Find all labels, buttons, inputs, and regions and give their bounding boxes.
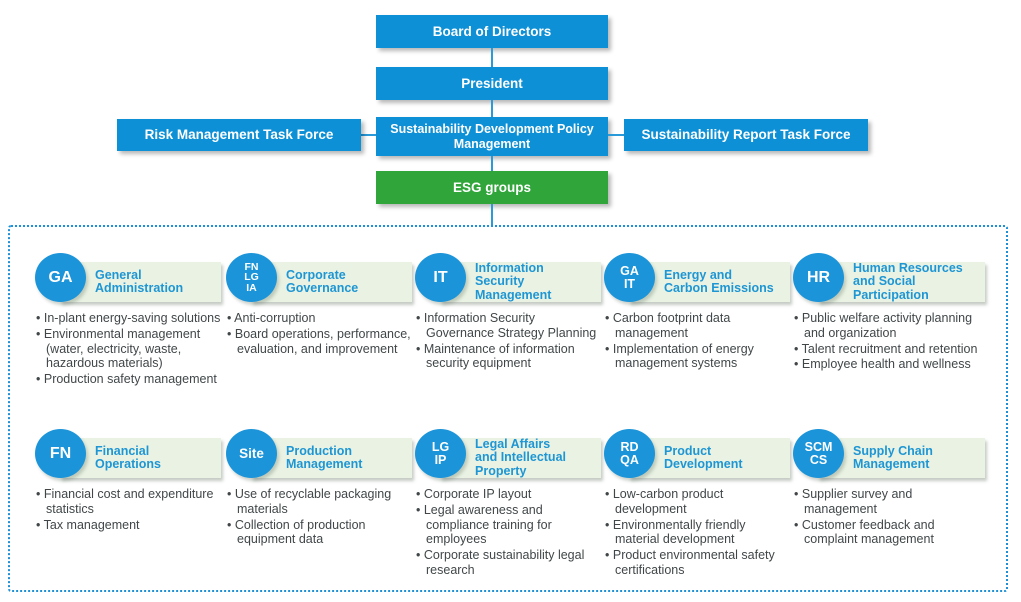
- esg-group-card-energy-carbon-emissions: GA IT Energy and Carbon Emissions Carbon…: [604, 253, 790, 372]
- dept-abbr-badge: HR: [793, 253, 844, 302]
- esg-group-card-corporate-governance: FN LG IA Corporate Governance Anti-corru…: [226, 253, 412, 357]
- esg-group-card-general-administration: GA General Administration In-plant energ…: [35, 253, 221, 388]
- bullet-item: Corporate IP layout: [416, 487, 601, 502]
- connector-policy-esg: [491, 156, 493, 171]
- dept-abbr-badge: FN: [35, 429, 86, 478]
- card-header-band: [440, 438, 601, 478]
- card-header-band: [818, 438, 985, 478]
- group-bullet-list: Public welfare activity planning and org…: [794, 311, 985, 372]
- esg-group-card-human-resources: HR Human Resources and Social Participat…: [793, 253, 985, 373]
- sustainability-policy-box: Sustainability Development Policy Manage…: [376, 117, 608, 156]
- card-header-band: [60, 438, 221, 478]
- connector-president-policy: [491, 100, 493, 117]
- group-bullet-list: Information Security Governance Strategy…: [416, 311, 601, 371]
- dept-abbr-badge: GA IT: [604, 253, 655, 302]
- dept-abbr-badge: IT: [415, 253, 466, 302]
- group-bullet-list: Use of recyclable packaging materials Co…: [227, 487, 412, 547]
- esg-groups-box: ESG groups: [376, 171, 608, 204]
- bullet-item: Environmentally friendly material develo…: [605, 518, 790, 548]
- group-title: Supply Chain Management: [853, 443, 933, 471]
- group-title: General Administration: [95, 267, 184, 295]
- connector-risk-policy: [361, 134, 376, 136]
- group-title: Production Management: [286, 443, 363, 471]
- card-header-band: [60, 262, 221, 302]
- group-title: Legal Affairs and Intellectual Property: [475, 436, 566, 478]
- bullet-item: Public welfare activity planning and org…: [794, 311, 985, 341]
- bullet-item: Legal awareness and compliance training …: [416, 503, 601, 547]
- bullet-item: Implementation of energy management syst…: [605, 342, 790, 372]
- bullet-item: Employee health and wellness: [794, 357, 985, 372]
- president-box: President: [376, 67, 608, 100]
- card-header-band: [440, 262, 601, 302]
- card-header-band: [251, 262, 412, 302]
- connector-board-president: [491, 48, 493, 67]
- dept-abbr-badge: Site: [226, 429, 277, 478]
- group-bullet-list: Corporate IP layout Legal awareness and …: [416, 487, 601, 578]
- esg-group-card-production-management: Site Production Management Use of recycl…: [226, 429, 412, 548]
- group-bullet-list: Low-carbon product development Environme…: [605, 487, 790, 578]
- card-header-band: [629, 262, 790, 302]
- bullet-item: Customer feedback and complaint manageme…: [794, 518, 985, 548]
- card-header-band: [251, 438, 412, 478]
- bullet-item: Environmental management (water, electri…: [36, 327, 221, 371]
- group-title: Financial Operations: [95, 443, 161, 471]
- board-of-directors-box: Board of Directors: [376, 15, 608, 48]
- connector-policy-report: [608, 134, 624, 136]
- esg-group-card-product-development: RD QA Product Development Low-carbon pro…: [604, 429, 790, 579]
- bullet-item: Supplier survey and management: [794, 487, 985, 517]
- connector-esg-zone: [491, 204, 493, 225]
- group-title: Product Development: [664, 443, 743, 471]
- bullet-item: Carbon footprint data management: [605, 311, 790, 341]
- card-header-band: [629, 438, 790, 478]
- bullet-item: Low-carbon product development: [605, 487, 790, 517]
- group-bullet-list: Supplier survey and management Customer …: [794, 487, 985, 547]
- bullet-item: Tax management: [36, 518, 221, 533]
- bullet-item: In-plant energy-saving solutions: [36, 311, 221, 326]
- dept-abbr-badge: SCM CS: [793, 429, 844, 478]
- esg-group-card-financial-operations: FN Financial Operations Financial cost a…: [35, 429, 221, 533]
- bullet-item: Product environmental safety certificati…: [605, 548, 790, 578]
- esg-group-card-information-security: IT Information Security Management Infor…: [415, 253, 601, 372]
- esg-group-card-legal-affairs-ip: LG IP Legal Affairs and Intellectual Pro…: [415, 429, 601, 579]
- dept-abbr-badge: FN LG IA: [226, 253, 277, 302]
- dept-abbr-badge: RD QA: [604, 429, 655, 478]
- bullet-item: Board operations, performance, evaluatio…: [227, 327, 412, 357]
- bullet-item: Production safety management: [36, 372, 221, 387]
- bullet-item: Financial cost and expenditure statistic…: [36, 487, 221, 517]
- bullet-item: Talent recruitment and retention: [794, 342, 985, 357]
- esg-groups-container: [8, 225, 1008, 592]
- group-title: Information Security Management: [475, 260, 552, 302]
- group-bullet-list: Financial cost and expenditure statistic…: [36, 487, 221, 532]
- group-title: Human Resources and Social Participation: [853, 260, 963, 302]
- card-header-band: [818, 262, 985, 302]
- esg-group-card-supply-chain: SCM CS Supply Chain Management Supplier …: [793, 429, 985, 548]
- group-bullet-list: Carbon footprint data management Impleme…: [605, 311, 790, 371]
- group-bullet-list: In-plant energy-saving solutions Environ…: [36, 311, 221, 387]
- group-bullet-list: Anti-corruption Board operations, perfor…: [227, 311, 412, 356]
- dept-abbr-badge: LG IP: [415, 429, 466, 478]
- dept-abbr-badge: GA: [35, 253, 86, 302]
- group-title: Corporate Governance: [286, 267, 359, 295]
- group-title: Energy and Carbon Emissions: [664, 267, 774, 295]
- bullet-item: Collection of production equipment data: [227, 518, 412, 548]
- bullet-item: Anti-corruption: [227, 311, 412, 326]
- report-task-force-box: Sustainability Report Task Force: [624, 119, 868, 151]
- bullet-item: Use of recyclable packaging materials: [227, 487, 412, 517]
- bullet-item: Corporate sustainability legal research: [416, 548, 601, 578]
- risk-task-force-box: Risk Management Task Force: [117, 119, 361, 151]
- bullet-item: Information Security Governance Strategy…: [416, 311, 601, 341]
- bullet-item: Maintenance of information security equi…: [416, 342, 601, 372]
